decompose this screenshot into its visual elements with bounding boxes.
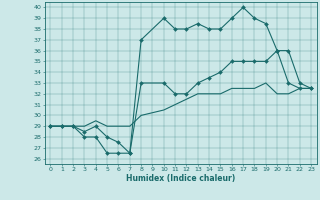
X-axis label: Humidex (Indice chaleur): Humidex (Indice chaleur) bbox=[126, 174, 236, 183]
